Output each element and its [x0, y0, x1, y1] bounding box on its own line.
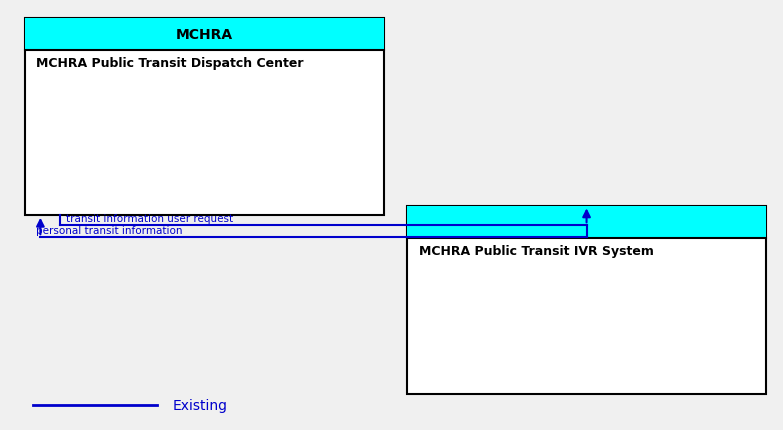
- Bar: [407, 206, 766, 394]
- Text: Existing: Existing: [173, 398, 228, 412]
- Bar: [25, 18, 384, 215]
- Text: transit information user request: transit information user request: [66, 213, 233, 223]
- Text: MCHRA: MCHRA: [175, 28, 233, 41]
- Bar: [25, 18, 384, 50]
- Text: MCHRA Public Transit IVR System: MCHRA Public Transit IVR System: [419, 245, 654, 258]
- Text: MCHRA Public Transit Dispatch Center: MCHRA Public Transit Dispatch Center: [37, 57, 304, 70]
- Bar: [407, 206, 766, 239]
- Text: personal transit information: personal transit information: [37, 225, 183, 235]
